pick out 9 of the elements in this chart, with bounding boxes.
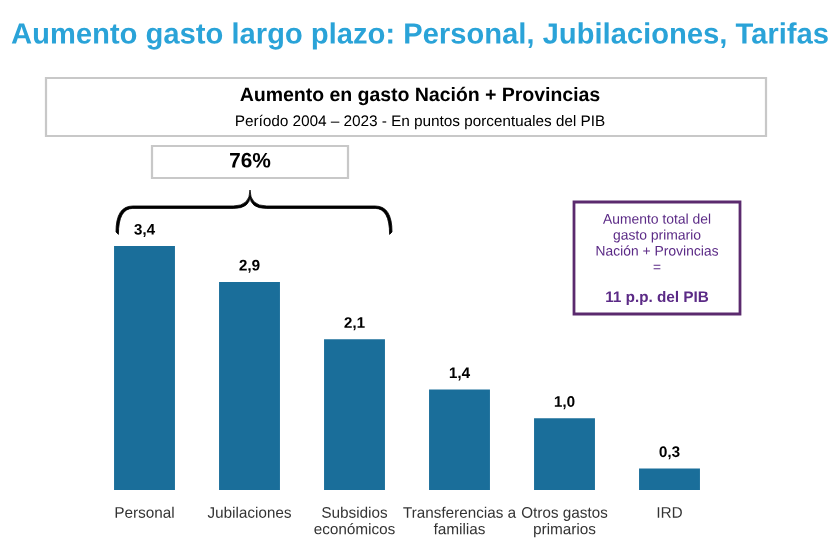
- bar: [429, 389, 490, 490]
- bar: [114, 246, 175, 490]
- bar: [639, 468, 700, 490]
- bar: [534, 418, 595, 490]
- text: 76%: [230, 152, 271, 168]
- bar: [219, 281, 280, 490]
- chart-subtitle: Aumento en gasto Nación + Provincias: [240, 86, 600, 106]
- chart-title: Aumento gasto largo plazo: Personal, Jubilaciones, Tarifas: [11, 22, 828, 50]
- bar: [324, 339, 385, 490]
